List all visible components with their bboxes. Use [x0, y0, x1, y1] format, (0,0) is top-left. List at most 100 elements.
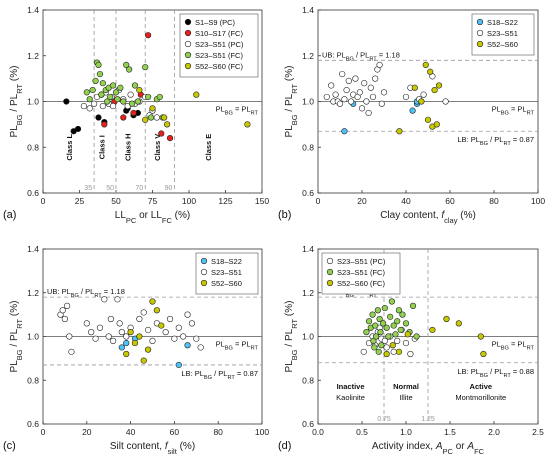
data-point	[92, 335, 99, 342]
legend-marker	[184, 18, 192, 26]
data-point	[402, 339, 410, 347]
data-point	[383, 344, 390, 351]
y-axis-title: PLBG / PLRT (%)	[284, 66, 299, 138]
data-point	[166, 315, 174, 323]
data-point	[158, 130, 165, 137]
x-tick-label: 1.5	[444, 427, 456, 437]
data-point	[197, 344, 204, 351]
class-label: Class H	[124, 133, 133, 161]
data-point	[427, 68, 434, 75]
data-point	[96, 70, 104, 78]
data-point	[244, 121, 251, 128]
x-tick-label: 80	[213, 427, 223, 437]
data-point	[145, 93, 152, 101]
legend-marker	[476, 40, 484, 48]
data-point	[395, 348, 403, 355]
class-label: Class I	[97, 135, 106, 159]
legend-marker	[326, 257, 334, 265]
data-point	[136, 315, 143, 323]
data-point	[392, 331, 399, 338]
data-point	[356, 89, 363, 96]
data-point	[184, 342, 191, 349]
data-point	[193, 91, 200, 98]
data-point	[394, 337, 401, 344]
x-tick-label: 20	[357, 196, 367, 206]
x-tick-label: 100	[255, 427, 269, 437]
data-point	[343, 86, 350, 94]
activity-boundary-label: 1.25	[421, 416, 435, 423]
data-point	[433, 121, 440, 128]
data-point	[134, 98, 141, 105]
data-point	[128, 100, 136, 107]
legend-marker	[326, 268, 334, 276]
data-point	[116, 320, 123, 327]
data-point	[131, 82, 139, 89]
y-tick-label: 1.0	[27, 97, 39, 107]
data-point	[381, 304, 388, 312]
data-point	[399, 311, 406, 318]
data-point	[397, 326, 404, 334]
data-point	[123, 333, 130, 340]
class-boundary-label: 50	[106, 185, 114, 192]
data-point	[435, 82, 443, 89]
data-point	[341, 96, 348, 103]
data-point	[162, 329, 169, 336]
data-point	[369, 93, 377, 101]
y-tick-label: 0.6	[302, 188, 314, 198]
y-axis-title: PLBG / PLRT (%)	[9, 301, 24, 373]
legend: S23–S51 (PC) S23–S51 (FC) S52–S60 (FC)	[321, 252, 401, 295]
data-point	[83, 89, 90, 96]
data-point	[92, 77, 99, 85]
data-point	[372, 75, 379, 82]
legend-entry: S10–S17 (FC)	[195, 29, 243, 38]
data-point	[395, 307, 403, 314]
legend-entry: S52–S60	[487, 40, 518, 49]
data-point	[153, 114, 160, 121]
class-label: Class L	[65, 133, 74, 160]
data-point	[105, 333, 112, 340]
data-point	[363, 98, 370, 105]
data-point	[86, 96, 93, 103]
chart-panel-d: 0.6 0.8 1.0 1.2 1.4 0.0 0.5 1.0 1.5 2.0 2.5 Activit…	[278, 244, 544, 456]
activity-zone-mineral: Illite	[399, 393, 412, 402]
data-point	[422, 61, 429, 69]
data-point	[96, 324, 104, 331]
data-point	[341, 128, 348, 135]
data-point	[145, 326, 152, 334]
x-tick-label: 60	[170, 427, 180, 437]
data-point	[443, 315, 450, 323]
equality-label: PLBG = PLRT	[492, 105, 535, 117]
data-point	[442, 98, 449, 105]
data-point	[380, 320, 387, 327]
legend-marker	[476, 18, 484, 26]
x-tick-label: 75	[148, 196, 158, 206]
data-point	[88, 329, 95, 336]
y-tick-label: 0.8	[302, 375, 314, 385]
data-point	[95, 61, 102, 69]
x-tick-label: 80	[489, 196, 499, 206]
data-point	[109, 82, 117, 89]
data-point	[394, 318, 401, 325]
data-point	[429, 326, 436, 334]
data-point	[376, 315, 383, 323]
data-point	[407, 350, 414, 358]
data-point	[145, 346, 152, 353]
data-point	[180, 333, 187, 340]
equality-label: PLBG = PLRT	[492, 340, 535, 352]
data-point	[383, 324, 390, 331]
data-point	[402, 93, 410, 101]
legend-entry: S23–S51 (PC)	[337, 257, 386, 266]
data-point	[140, 309, 147, 316]
data-point	[107, 93, 114, 101]
data-point	[336, 100, 344, 107]
data-point	[332, 91, 339, 98]
class-boundary-label: 70	[135, 185, 143, 192]
legend-entry: S18–S22	[487, 18, 518, 27]
data-point	[361, 80, 368, 87]
data-point	[107, 315, 114, 323]
legend-entry: S23–S51	[487, 29, 518, 38]
data-point	[161, 114, 168, 121]
legend: S18–S22 S23–S51 S52–S60	[471, 13, 535, 56]
data-point	[352, 75, 359, 82]
